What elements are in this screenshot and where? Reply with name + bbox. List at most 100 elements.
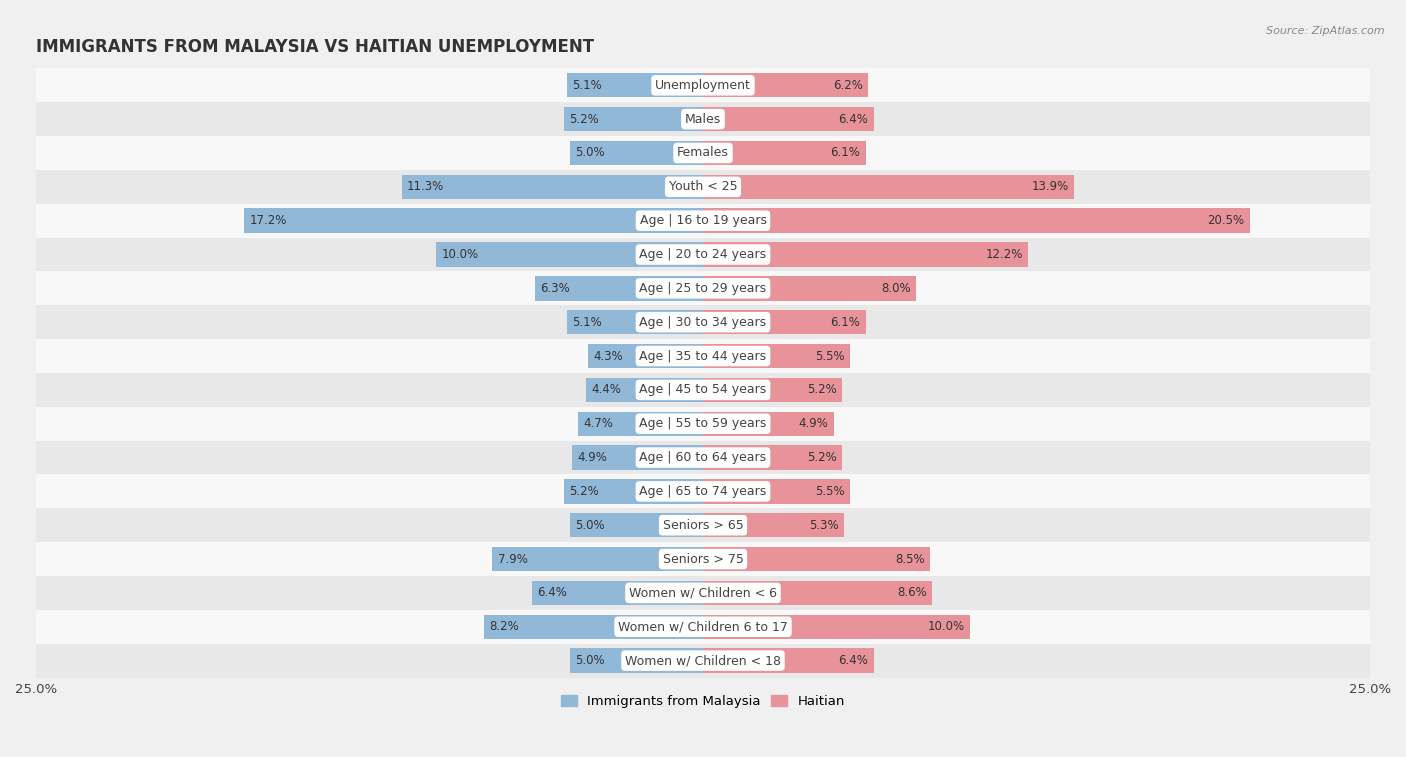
Bar bbox=[703, 378, 842, 402]
Text: Age | 35 to 44 years: Age | 35 to 44 years bbox=[640, 350, 766, 363]
Text: 11.3%: 11.3% bbox=[406, 180, 444, 193]
Text: Source: ZipAtlas.com: Source: ZipAtlas.com bbox=[1267, 26, 1385, 36]
Text: Youth < 25: Youth < 25 bbox=[669, 180, 737, 193]
Bar bbox=[37, 204, 1369, 238]
Text: 4.9%: 4.9% bbox=[799, 417, 828, 430]
Text: Males: Males bbox=[685, 113, 721, 126]
Bar bbox=[37, 610, 1369, 643]
Text: 6.1%: 6.1% bbox=[831, 316, 860, 329]
Text: 6.4%: 6.4% bbox=[537, 587, 568, 600]
Bar bbox=[37, 643, 1369, 678]
Bar bbox=[37, 576, 1369, 610]
Bar bbox=[703, 344, 849, 368]
Bar bbox=[534, 276, 703, 301]
Legend: Immigrants from Malaysia, Haitian: Immigrants from Malaysia, Haitian bbox=[555, 690, 851, 714]
Bar bbox=[703, 73, 869, 98]
Text: 4.7%: 4.7% bbox=[583, 417, 613, 430]
Text: Age | 55 to 59 years: Age | 55 to 59 years bbox=[640, 417, 766, 430]
Bar bbox=[564, 107, 703, 131]
Bar bbox=[37, 305, 1369, 339]
Bar bbox=[37, 272, 1369, 305]
Bar bbox=[703, 547, 929, 572]
Text: 6.3%: 6.3% bbox=[540, 282, 569, 294]
Text: 8.2%: 8.2% bbox=[489, 620, 519, 634]
Bar bbox=[37, 373, 1369, 407]
Bar bbox=[37, 441, 1369, 475]
Text: 4.3%: 4.3% bbox=[593, 350, 623, 363]
Text: 8.5%: 8.5% bbox=[894, 553, 924, 565]
Text: 4.9%: 4.9% bbox=[578, 451, 607, 464]
Text: Age | 30 to 34 years: Age | 30 to 34 years bbox=[640, 316, 766, 329]
Text: 5.2%: 5.2% bbox=[807, 451, 837, 464]
Text: 8.6%: 8.6% bbox=[897, 587, 927, 600]
Bar bbox=[703, 242, 1028, 266]
Bar bbox=[37, 102, 1369, 136]
Bar bbox=[703, 208, 1250, 233]
Text: Seniors > 75: Seniors > 75 bbox=[662, 553, 744, 565]
Bar bbox=[569, 649, 703, 673]
Text: 5.0%: 5.0% bbox=[575, 146, 605, 160]
Text: 7.9%: 7.9% bbox=[498, 553, 527, 565]
Bar bbox=[569, 141, 703, 165]
Bar bbox=[703, 175, 1074, 199]
Text: 13.9%: 13.9% bbox=[1031, 180, 1069, 193]
Bar bbox=[703, 649, 873, 673]
Bar bbox=[586, 378, 703, 402]
Text: 8.0%: 8.0% bbox=[882, 282, 911, 294]
Bar bbox=[567, 73, 703, 98]
Text: 5.1%: 5.1% bbox=[572, 79, 602, 92]
Bar bbox=[436, 242, 703, 266]
Bar bbox=[37, 508, 1369, 542]
Bar bbox=[703, 615, 970, 639]
Bar bbox=[37, 542, 1369, 576]
Bar bbox=[703, 412, 834, 436]
Bar bbox=[703, 276, 917, 301]
Text: 12.2%: 12.2% bbox=[986, 248, 1024, 261]
Text: Age | 16 to 19 years: Age | 16 to 19 years bbox=[640, 214, 766, 227]
Bar bbox=[484, 615, 703, 639]
Bar bbox=[533, 581, 703, 605]
Text: Age | 65 to 74 years: Age | 65 to 74 years bbox=[640, 485, 766, 498]
Text: 5.0%: 5.0% bbox=[575, 519, 605, 531]
Text: IMMIGRANTS FROM MALAYSIA VS HAITIAN UNEMPLOYMENT: IMMIGRANTS FROM MALAYSIA VS HAITIAN UNEM… bbox=[37, 38, 595, 56]
Bar bbox=[569, 513, 703, 537]
Text: 10.0%: 10.0% bbox=[441, 248, 478, 261]
Text: 4.4%: 4.4% bbox=[591, 383, 621, 397]
Bar bbox=[703, 107, 873, 131]
Text: Age | 25 to 29 years: Age | 25 to 29 years bbox=[640, 282, 766, 294]
Text: 20.5%: 20.5% bbox=[1208, 214, 1244, 227]
Text: 17.2%: 17.2% bbox=[249, 214, 287, 227]
Text: 6.1%: 6.1% bbox=[831, 146, 860, 160]
Text: 5.2%: 5.2% bbox=[569, 485, 599, 498]
Text: 6.4%: 6.4% bbox=[838, 113, 869, 126]
Bar bbox=[37, 136, 1369, 170]
Text: 6.2%: 6.2% bbox=[834, 79, 863, 92]
Text: 5.5%: 5.5% bbox=[814, 350, 845, 363]
Bar bbox=[37, 407, 1369, 441]
Bar bbox=[564, 479, 703, 503]
Bar bbox=[402, 175, 703, 199]
Bar bbox=[703, 310, 866, 335]
Bar bbox=[578, 412, 703, 436]
Text: 5.1%: 5.1% bbox=[572, 316, 602, 329]
Text: 5.0%: 5.0% bbox=[575, 654, 605, 667]
Bar bbox=[37, 475, 1369, 508]
Bar bbox=[37, 238, 1369, 272]
Bar bbox=[572, 445, 703, 470]
Bar bbox=[567, 310, 703, 335]
Bar bbox=[245, 208, 703, 233]
Bar bbox=[703, 141, 866, 165]
Bar bbox=[703, 513, 845, 537]
Text: Age | 60 to 64 years: Age | 60 to 64 years bbox=[640, 451, 766, 464]
Text: 10.0%: 10.0% bbox=[928, 620, 965, 634]
Bar bbox=[37, 339, 1369, 373]
Bar bbox=[37, 170, 1369, 204]
Text: 5.2%: 5.2% bbox=[807, 383, 837, 397]
Bar bbox=[492, 547, 703, 572]
Text: 6.4%: 6.4% bbox=[838, 654, 869, 667]
Text: Age | 45 to 54 years: Age | 45 to 54 years bbox=[640, 383, 766, 397]
Text: Age | 20 to 24 years: Age | 20 to 24 years bbox=[640, 248, 766, 261]
Text: 5.5%: 5.5% bbox=[814, 485, 845, 498]
Bar bbox=[588, 344, 703, 368]
Bar bbox=[703, 581, 932, 605]
